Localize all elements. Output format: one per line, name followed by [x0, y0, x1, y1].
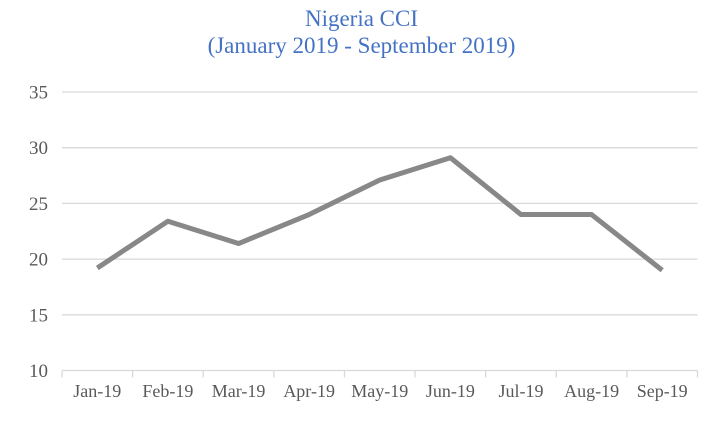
x-axis-label: Jul-19 [498, 381, 543, 401]
y-axis-label: 15 [29, 305, 48, 326]
y-axis-label: 35 [29, 83, 48, 104]
y-axis-label: 25 [29, 194, 48, 215]
chart-subtitle: (January 2019 - September 2019) [207, 33, 516, 58]
x-axis-label: May-19 [351, 381, 408, 401]
x-axis-label: Jan-19 [73, 381, 121, 401]
y-axis-label: 30 [29, 138, 48, 159]
x-axis-label: Mar-19 [212, 381, 266, 401]
x-axis-label: Apr-19 [283, 381, 335, 401]
x-axis-label: Sep-19 [637, 381, 688, 401]
series-line [95, 155, 664, 273]
x-axis-label: Feb-19 [142, 381, 193, 401]
x-axis-label: Jun-19 [426, 381, 475, 401]
chart-title-block: Nigeria CCI (January 2019 - September 20… [0, 5, 723, 59]
y-axis-label: 20 [29, 250, 48, 271]
y-axis-label: 10 [29, 361, 48, 382]
chart-title: Nigeria CCI [304, 6, 419, 31]
x-axis-label: Aug-19 [564, 381, 619, 401]
